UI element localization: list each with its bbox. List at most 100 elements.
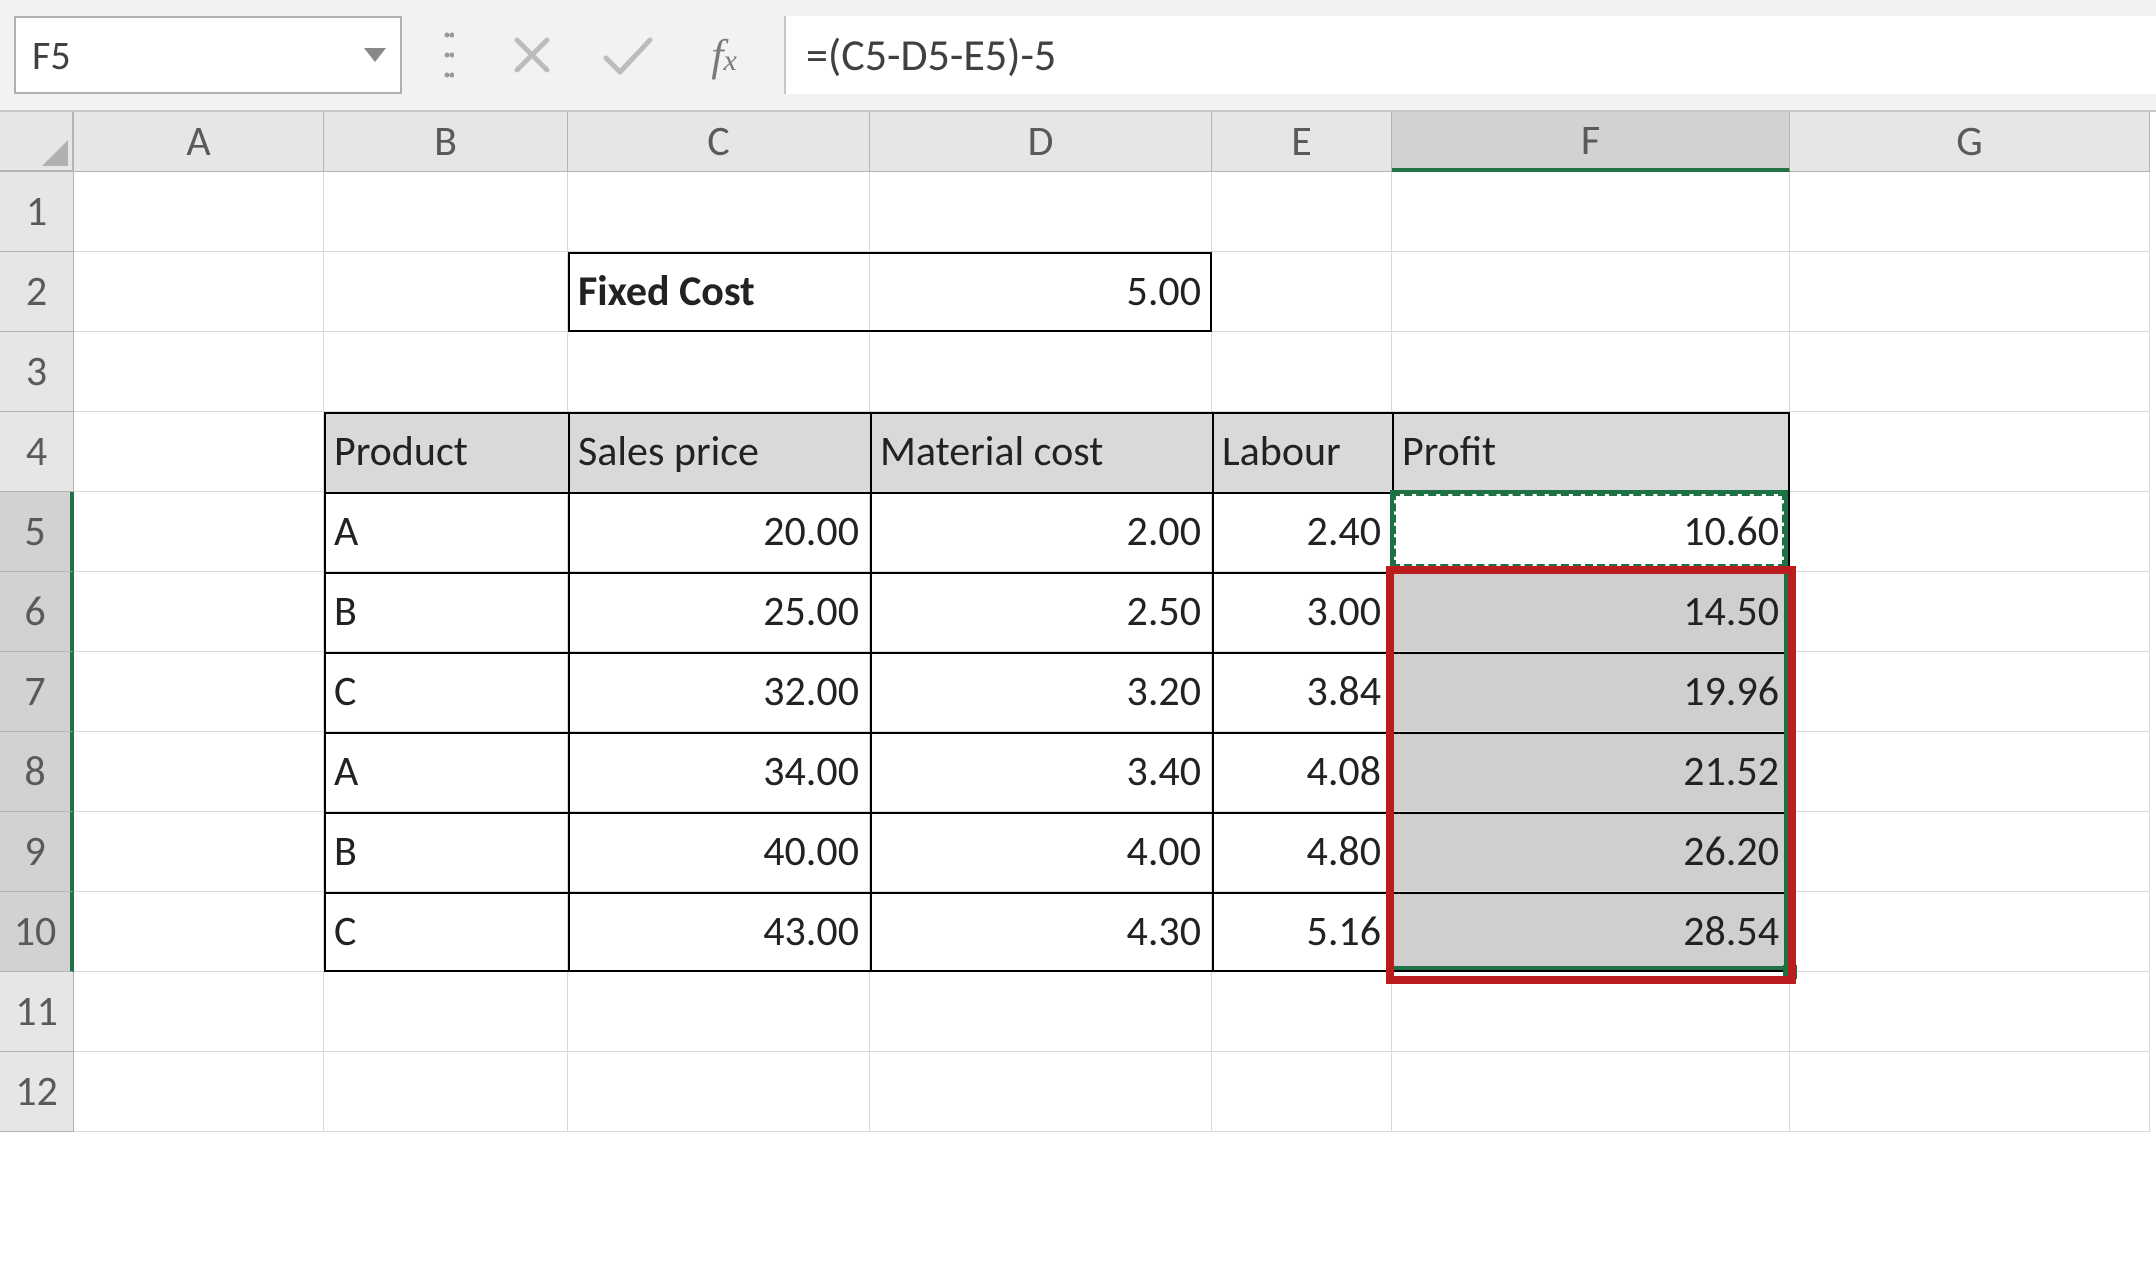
cell-F2[interactable] xyxy=(1392,252,1790,332)
cell-B11[interactable] xyxy=(324,972,568,1052)
cell-D9[interactable]: 4.00 xyxy=(870,812,1212,892)
cell-E7[interactable]: 3.84 xyxy=(1212,652,1392,732)
row-header-7[interactable]: 7 xyxy=(0,652,74,732)
cell-E12[interactable] xyxy=(1212,1052,1392,1132)
cell-C11[interactable] xyxy=(568,972,870,1052)
cell-G6[interactable] xyxy=(1790,572,2150,652)
cell-E2[interactable] xyxy=(1212,252,1392,332)
cell-D11[interactable] xyxy=(870,972,1212,1052)
column-header-G[interactable]: G xyxy=(1790,112,2150,172)
row-header-6[interactable]: 6 xyxy=(0,572,74,652)
cell-E4[interactable]: Labour xyxy=(1212,412,1392,492)
cell-B9[interactable]: B xyxy=(324,812,568,892)
cell-E9[interactable]: 4.80 xyxy=(1212,812,1392,892)
cell-F8[interactable]: 21.52 xyxy=(1392,732,1790,812)
cell-F4[interactable]: Profit xyxy=(1392,412,1790,492)
cell-G4[interactable] xyxy=(1790,412,2150,492)
cell-C7[interactable]: 32.00 xyxy=(568,652,870,732)
cell-G9[interactable] xyxy=(1790,812,2150,892)
cell-F3[interactable] xyxy=(1392,332,1790,412)
cell-D12[interactable] xyxy=(870,1052,1212,1132)
cell-F12[interactable] xyxy=(1392,1052,1790,1132)
row-header-3[interactable]: 3 xyxy=(0,332,74,412)
column-header-C[interactable]: C xyxy=(568,112,870,172)
cell-C3[interactable] xyxy=(568,332,870,412)
column-header-E[interactable]: E xyxy=(1212,112,1392,172)
cell-D8[interactable]: 3.40 xyxy=(870,732,1212,812)
row-header-1[interactable]: 1 xyxy=(0,172,74,252)
cell-A4[interactable] xyxy=(74,412,324,492)
row-header-9[interactable]: 9 xyxy=(0,812,74,892)
column-header-A[interactable]: A xyxy=(74,112,324,172)
cell-D10[interactable]: 4.30 xyxy=(870,892,1212,972)
cell-A11[interactable] xyxy=(74,972,324,1052)
cell-G5[interactable] xyxy=(1790,492,2150,572)
cell-E1[interactable] xyxy=(1212,172,1392,252)
cell-F11[interactable] xyxy=(1392,972,1790,1052)
cell-C6[interactable]: 25.00 xyxy=(568,572,870,652)
cell-A8[interactable] xyxy=(74,732,324,812)
cell-F1[interactable] xyxy=(1392,172,1790,252)
name-box[interactable]: F5 xyxy=(14,16,402,94)
cell-E10[interactable]: 5.16 xyxy=(1212,892,1392,972)
cancel-formula-button[interactable] xyxy=(484,0,580,110)
row-header-11[interactable]: 11 xyxy=(0,972,74,1052)
cell-G7[interactable] xyxy=(1790,652,2150,732)
cell-A5[interactable] xyxy=(74,492,324,572)
cell-C2[interactable]: Fixed Cost xyxy=(568,252,870,332)
select-all-corner[interactable] xyxy=(0,112,74,172)
cell-B2[interactable] xyxy=(324,252,568,332)
cell-G8[interactable] xyxy=(1790,732,2150,812)
column-header-B[interactable]: B xyxy=(324,112,568,172)
cell-G10[interactable] xyxy=(1790,892,2150,972)
row-header-12[interactable]: 12 xyxy=(0,1052,74,1132)
cell-D7[interactable]: 3.20 xyxy=(870,652,1212,732)
cell-C9[interactable]: 40.00 xyxy=(568,812,870,892)
cell-B7[interactable]: C xyxy=(324,652,568,732)
cell-B3[interactable] xyxy=(324,332,568,412)
cell-E8[interactable]: 4.08 xyxy=(1212,732,1392,812)
cell-A6[interactable] xyxy=(74,572,324,652)
column-header-F[interactable]: F xyxy=(1392,112,1790,172)
formula-input[interactable]: =(C5-D5-E5)-5 xyxy=(784,16,2156,94)
cell-A9[interactable] xyxy=(74,812,324,892)
cell-C12[interactable] xyxy=(568,1052,870,1132)
cell-D5[interactable]: 2.00 xyxy=(870,492,1212,572)
cell-A1[interactable] xyxy=(74,172,324,252)
cell-D1[interactable] xyxy=(870,172,1212,252)
cell-F10[interactable]: 28.54 xyxy=(1392,892,1790,972)
row-header-5[interactable]: 5 xyxy=(0,492,74,572)
row-header-8[interactable]: 8 xyxy=(0,732,74,812)
name-box-dropdown-icon[interactable] xyxy=(350,18,400,92)
cell-A10[interactable] xyxy=(74,892,324,972)
cell-E6[interactable]: 3.00 xyxy=(1212,572,1392,652)
row-header-2[interactable]: 2 xyxy=(0,252,74,332)
cell-B8[interactable]: A xyxy=(324,732,568,812)
cell-A12[interactable] xyxy=(74,1052,324,1132)
cell-E5[interactable]: 2.40 xyxy=(1212,492,1392,572)
row-header-4[interactable]: 4 xyxy=(0,412,74,492)
cell-C10[interactable]: 43.00 xyxy=(568,892,870,972)
cell-G12[interactable] xyxy=(1790,1052,2150,1132)
cell-C1[interactable] xyxy=(568,172,870,252)
cell-D4[interactable]: Material cost xyxy=(870,412,1212,492)
cell-B5[interactable]: A xyxy=(324,492,568,572)
cell-B10[interactable]: C xyxy=(324,892,568,972)
cell-B12[interactable] xyxy=(324,1052,568,1132)
cell-F6[interactable]: 14.50 xyxy=(1392,572,1790,652)
cell-D3[interactable] xyxy=(870,332,1212,412)
row-header-10[interactable]: 10 xyxy=(0,892,74,972)
cell-B1[interactable] xyxy=(324,172,568,252)
cell-F9[interactable]: 26.20 xyxy=(1392,812,1790,892)
cell-B4[interactable]: Product xyxy=(324,412,568,492)
cell-A3[interactable] xyxy=(74,332,324,412)
cell-E11[interactable] xyxy=(1212,972,1392,1052)
spreadsheet-grid[interactable]: ABCDEFG123456789101112Fixed Cost5.00Prod… xyxy=(0,112,2150,1132)
column-header-D[interactable]: D xyxy=(870,112,1212,172)
cell-A7[interactable] xyxy=(74,652,324,732)
cell-F5[interactable]: 10.60 xyxy=(1392,492,1790,572)
cell-D6[interactable]: 2.50 xyxy=(870,572,1212,652)
cell-C8[interactable]: 34.00 xyxy=(568,732,870,812)
cell-A2[interactable] xyxy=(74,252,324,332)
cell-G2[interactable] xyxy=(1790,252,2150,332)
